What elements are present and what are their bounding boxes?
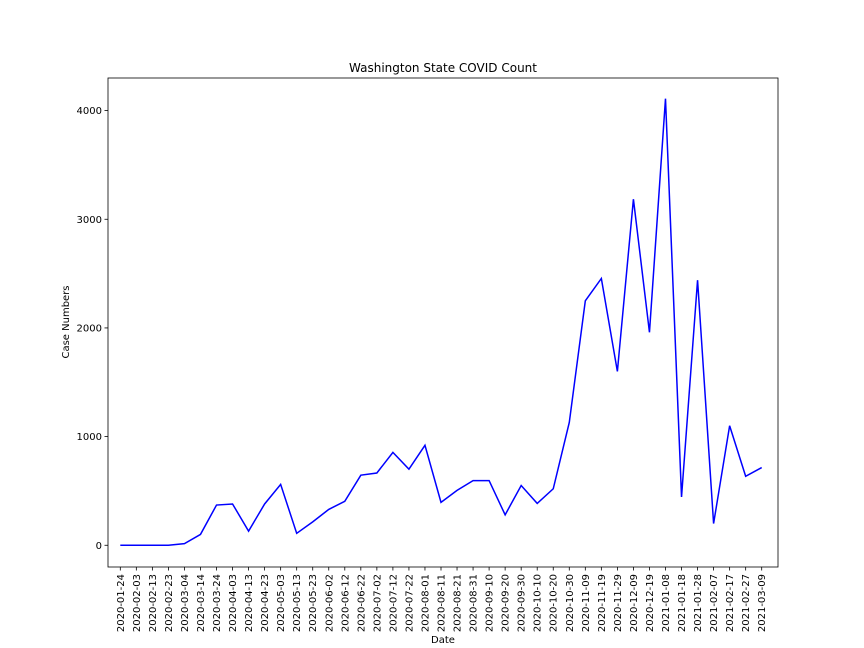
x-tick-label: 2021-02-17 — [725, 574, 736, 632]
y-tick-label: 1000 — [77, 432, 102, 443]
x-tick-label: 2020-03-04 — [180, 574, 191, 632]
x-tick-label: 2020-06-02 — [324, 574, 335, 632]
x-tick-label: 2020-02-03 — [132, 574, 143, 632]
x-tick-label: 2020-08-31 — [469, 574, 480, 632]
x-tick-label: 2020-12-19 — [645, 574, 656, 632]
y-tick-label: 4000 — [77, 106, 102, 117]
x-tick-label: 2020-05-13 — [292, 574, 303, 632]
y-axis-ticks: 0 1000 2000 3000 4000 — [77, 106, 108, 552]
x-axis-ticks: 2020-01-24 2020-02-03 2020-02-13 2020-02-23… — [116, 567, 768, 632]
x-tick-label: 2020-02-23 — [164, 574, 175, 632]
x-tick-label: 2020-12-09 — [629, 574, 640, 632]
x-tick-label: 2020-08-01 — [420, 574, 431, 632]
x-tick-label: 2020-11-09 — [581, 574, 592, 632]
x-tick-label: 2020-08-21 — [453, 574, 464, 632]
x-tick-label: 2021-01-08 — [661, 574, 672, 632]
plot-frame — [107, 77, 779, 568]
x-tick-label: 2020-02-13 — [148, 574, 159, 632]
x-tick-label: 2021-02-07 — [709, 574, 720, 632]
x-tick-label: 2020-07-02 — [372, 574, 383, 632]
x-tick-label: 2020-09-20 — [501, 574, 512, 632]
x-tick-label: 2020-11-29 — [613, 574, 624, 632]
x-tick-label: 2021-03-09 — [757, 574, 768, 632]
x-tick-label: 2020-06-12 — [340, 574, 351, 632]
y-tick-label: 2000 — [77, 323, 102, 334]
x-tick-label: 2021-02-27 — [741, 574, 752, 632]
y-tick-label: 3000 — [77, 215, 102, 226]
x-tick-label: 2020-06-22 — [356, 574, 367, 632]
x-tick-label: 2020-05-03 — [276, 574, 287, 632]
x-axis-label: Date — [431, 635, 455, 646]
x-tick-label: 2020-10-20 — [549, 574, 560, 632]
x-tick-label: 2020-10-10 — [533, 574, 544, 632]
chart-title: Washington State COVID Count — [349, 61, 537, 75]
x-tick-label: 2020-10-30 — [565, 574, 576, 632]
x-tick-label: 2020-07-22 — [404, 574, 415, 632]
x-tick-label: 2020-04-23 — [260, 574, 271, 632]
x-tick-label: 2020-04-03 — [228, 574, 239, 632]
x-tick-label: 2020-05-23 — [308, 574, 319, 632]
y-axis-label: Case Numbers — [61, 285, 72, 358]
x-tick-label: 2020-03-24 — [212, 574, 223, 632]
x-tick-label: 2020-09-10 — [485, 574, 496, 632]
series-line — [120, 98, 763, 547]
x-tick-label: 2020-01-24 — [116, 574, 127, 632]
x-tick-label: 2020-09-30 — [517, 574, 528, 632]
x-tick-label: 2021-01-18 — [677, 574, 688, 632]
x-tick-label: 2021-01-28 — [693, 574, 704, 632]
x-tick-label: 2020-03-14 — [196, 574, 207, 632]
y-tick-label: 0 — [96, 541, 102, 552]
x-tick-label: 2020-08-11 — [437, 574, 448, 632]
x-tick-label: 2020-07-12 — [388, 574, 399, 632]
x-tick-label: 2020-11-19 — [597, 574, 608, 632]
x-tick-label: 2020-04-13 — [244, 574, 255, 632]
